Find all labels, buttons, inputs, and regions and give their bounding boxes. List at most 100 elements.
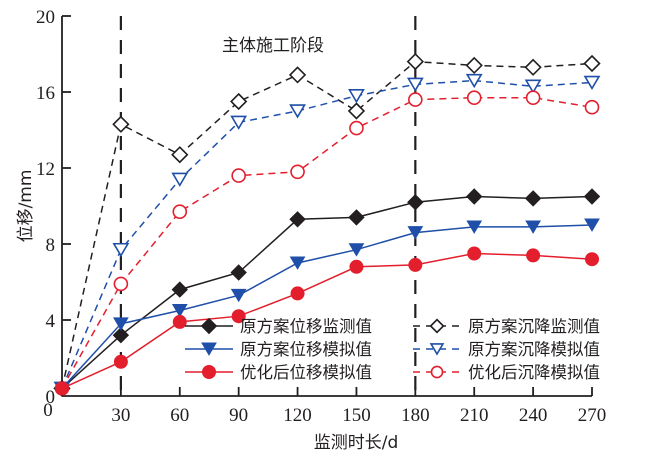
data-point — [408, 257, 423, 272]
data-point — [347, 102, 366, 120]
x-tick-label: 60 — [170, 405, 189, 426]
legend-label: 优化后位移模拟值 — [240, 363, 372, 382]
legend-marker — [430, 365, 444, 379]
y-tick-label: 16 — [36, 83, 55, 104]
data-point — [524, 79, 542, 94]
y-tick-label: 0 — [46, 387, 56, 408]
data-point — [172, 204, 188, 219]
legend-label: 优化后沉降模拟值 — [468, 363, 600, 382]
data-point — [289, 256, 306, 270]
data-point — [524, 190, 542, 207]
x-tick-label: 240 — [519, 405, 548, 426]
data-point — [230, 92, 248, 111]
x-tick-label: 210 — [460, 405, 489, 426]
series-line — [61, 96, 593, 389]
legend-marker — [429, 343, 445, 356]
series-3 — [55, 246, 599, 396]
x-tick-label: 270 — [578, 405, 607, 426]
data-point — [407, 226, 424, 240]
stage-annotation: 主体施工阶段 — [222, 36, 324, 56]
y-tick-label: 20 — [36, 7, 55, 28]
legend-label: 原方案位移模拟值 — [240, 340, 372, 359]
data-point — [348, 243, 365, 257]
data-point — [349, 120, 364, 136]
data-point — [584, 99, 600, 115]
data-point — [113, 276, 129, 292]
y-tick-label: 12 — [36, 159, 55, 180]
legend-marker — [201, 342, 217, 356]
series-2 — [54, 218, 600, 396]
axes — [61, 16, 592, 397]
ticks: 0 4 8 12 16 20 0 30 60 90 120 150 180 210 240 270 — [36, 7, 606, 426]
series-line — [61, 79, 593, 389]
legend-item: 优化后沉降模拟值 — [413, 363, 600, 382]
series-5 — [53, 73, 601, 396]
data-point — [407, 193, 424, 211]
data-point — [465, 73, 483, 89]
data-point — [466, 90, 482, 105]
series-line — [61, 60, 593, 389]
data-point — [288, 66, 307, 84]
data-point — [112, 242, 130, 258]
series-layer — [53, 52, 601, 398]
data-point — [290, 286, 305, 301]
x-tick-label: 90 — [229, 405, 248, 426]
data-point — [583, 188, 601, 205]
data-point — [171, 172, 189, 187]
x-tick-label: 0 — [43, 400, 53, 421]
y-tick-label: 4 — [46, 311, 56, 332]
data-point — [289, 211, 306, 228]
data-point — [348, 89, 365, 104]
data-point — [112, 115, 130, 133]
legend-label: 原方案沉降模拟值 — [468, 340, 600, 359]
data-point — [231, 168, 246, 183]
data-point — [230, 288, 247, 303]
data-point — [585, 252, 599, 267]
data-point — [406, 52, 424, 71]
legend-label: 原方案位移监测值 — [240, 317, 372, 336]
legend-item: 原方案位移模拟值 — [185, 340, 372, 359]
data-point — [406, 77, 424, 92]
legend-item: 优化后位移模拟值 — [185, 363, 372, 382]
data-point — [584, 218, 600, 232]
legend-marker — [202, 365, 216, 379]
data-point — [408, 92, 423, 107]
data-point — [526, 248, 541, 263]
data-point — [465, 56, 483, 75]
data-point — [466, 220, 483, 234]
series-line — [61, 252, 593, 390]
x-tick-label: 150 — [342, 405, 371, 426]
stage-lines — [119, 16, 417, 396]
data-point — [466, 188, 483, 205]
data-point — [171, 304, 188, 318]
data-point — [231, 309, 246, 324]
x-axis-title: 监测时长/d — [314, 433, 399, 453]
data-point — [172, 314, 187, 329]
data-point — [113, 317, 129, 331]
legend-item: 原方案沉降模拟值 — [413, 340, 600, 359]
data-point — [524, 58, 542, 76]
x-tick-label: 30 — [111, 405, 130, 426]
y-axis-title: 位移/mm — [16, 170, 36, 243]
data-point — [348, 209, 365, 226]
legend-item: 原方案位移监测值 — [185, 317, 372, 336]
data-point — [112, 326, 130, 344]
data-point — [467, 246, 482, 261]
data-point — [525, 220, 541, 234]
legend-marker — [429, 318, 445, 334]
series-line — [61, 195, 593, 389]
data-point — [55, 381, 69, 396]
data-point — [290, 164, 305, 180]
data-point — [583, 54, 601, 73]
x-tick-label: 180 — [401, 405, 430, 426]
data-point — [583, 75, 601, 91]
data-point — [349, 259, 364, 274]
data-point — [525, 90, 541, 105]
data-point — [230, 264, 247, 281]
legend-marker — [200, 317, 218, 335]
data-point — [113, 354, 128, 369]
legend-item: 原方案沉降监测值 — [413, 317, 600, 336]
data-point — [171, 281, 188, 298]
x-tick-label: 120 — [283, 405, 312, 426]
